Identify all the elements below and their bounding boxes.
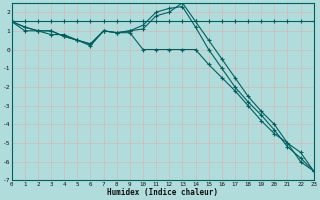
- X-axis label: Humidex (Indice chaleur): Humidex (Indice chaleur): [107, 188, 218, 197]
